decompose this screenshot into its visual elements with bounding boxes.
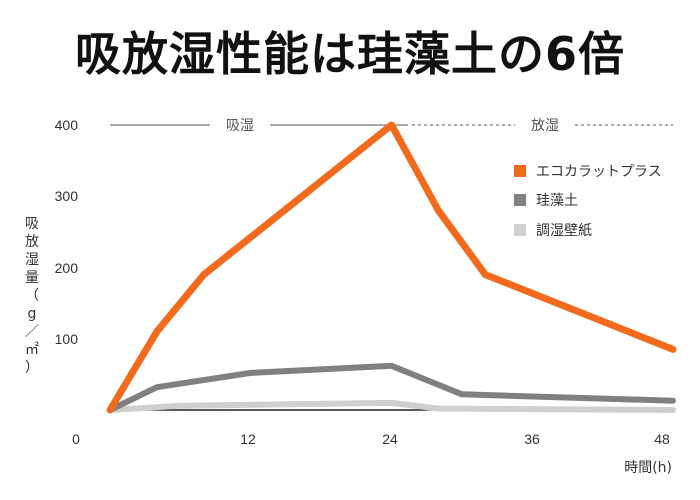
x-tick-label: 0 bbox=[72, 431, 80, 447]
x-tick-label: 24 bbox=[382, 431, 398, 447]
chart-title: 吸放湿性能は珪藻土の6倍 bbox=[74, 27, 625, 81]
legend-label: エコカラットプラス bbox=[536, 164, 662, 180]
series-line-1 bbox=[106, 121, 677, 414]
y-axis-label-char: ㎡ bbox=[25, 342, 39, 358]
y-tick-label: 400 bbox=[55, 117, 79, 133]
y-axis-label-char: （ bbox=[25, 288, 39, 304]
y-tick-label: 300 bbox=[55, 188, 79, 204]
y-axis-label-char: 湿 bbox=[25, 252, 39, 268]
x-axis-label: 時間(h) bbox=[624, 460, 672, 476]
y-axis-label-char: ／ bbox=[25, 324, 39, 340]
series-line-3 bbox=[107, 399, 676, 413]
legend: エコカラットプラス 珪藻土 調湿壁紙 bbox=[514, 164, 662, 239]
x-tick-label: 48 bbox=[654, 431, 670, 447]
series-layer bbox=[106, 121, 677, 414]
y-axis-label-char: ） bbox=[25, 360, 39, 376]
x-tick-label: 12 bbox=[240, 431, 256, 447]
y-tick-label: 200 bbox=[55, 260, 79, 276]
legend-swatch bbox=[514, 165, 526, 177]
y-axis-label-char: 吸 bbox=[25, 216, 39, 232]
release-phase-label: 放湿 bbox=[531, 118, 559, 134]
y-axis-label-char: 量 bbox=[25, 270, 39, 286]
x-tick-label: 36 bbox=[524, 431, 540, 447]
legend-label: 珪藻土 bbox=[536, 193, 578, 209]
y-axis-label-char: 放 bbox=[25, 234, 39, 250]
y-axis-label-char: g bbox=[28, 306, 37, 322]
series-line-2 bbox=[107, 362, 676, 413]
y-axis-label: 吸 放 湿 量 （ g ／ ㎡ ） bbox=[25, 216, 39, 376]
absorb-phase-label: 吸湿 bbox=[226, 118, 254, 134]
legend-swatch bbox=[514, 224, 526, 236]
y-tick-label: 100 bbox=[55, 331, 79, 347]
legend-swatch bbox=[514, 194, 526, 206]
legend-label: 調湿壁紙 bbox=[536, 223, 592, 239]
